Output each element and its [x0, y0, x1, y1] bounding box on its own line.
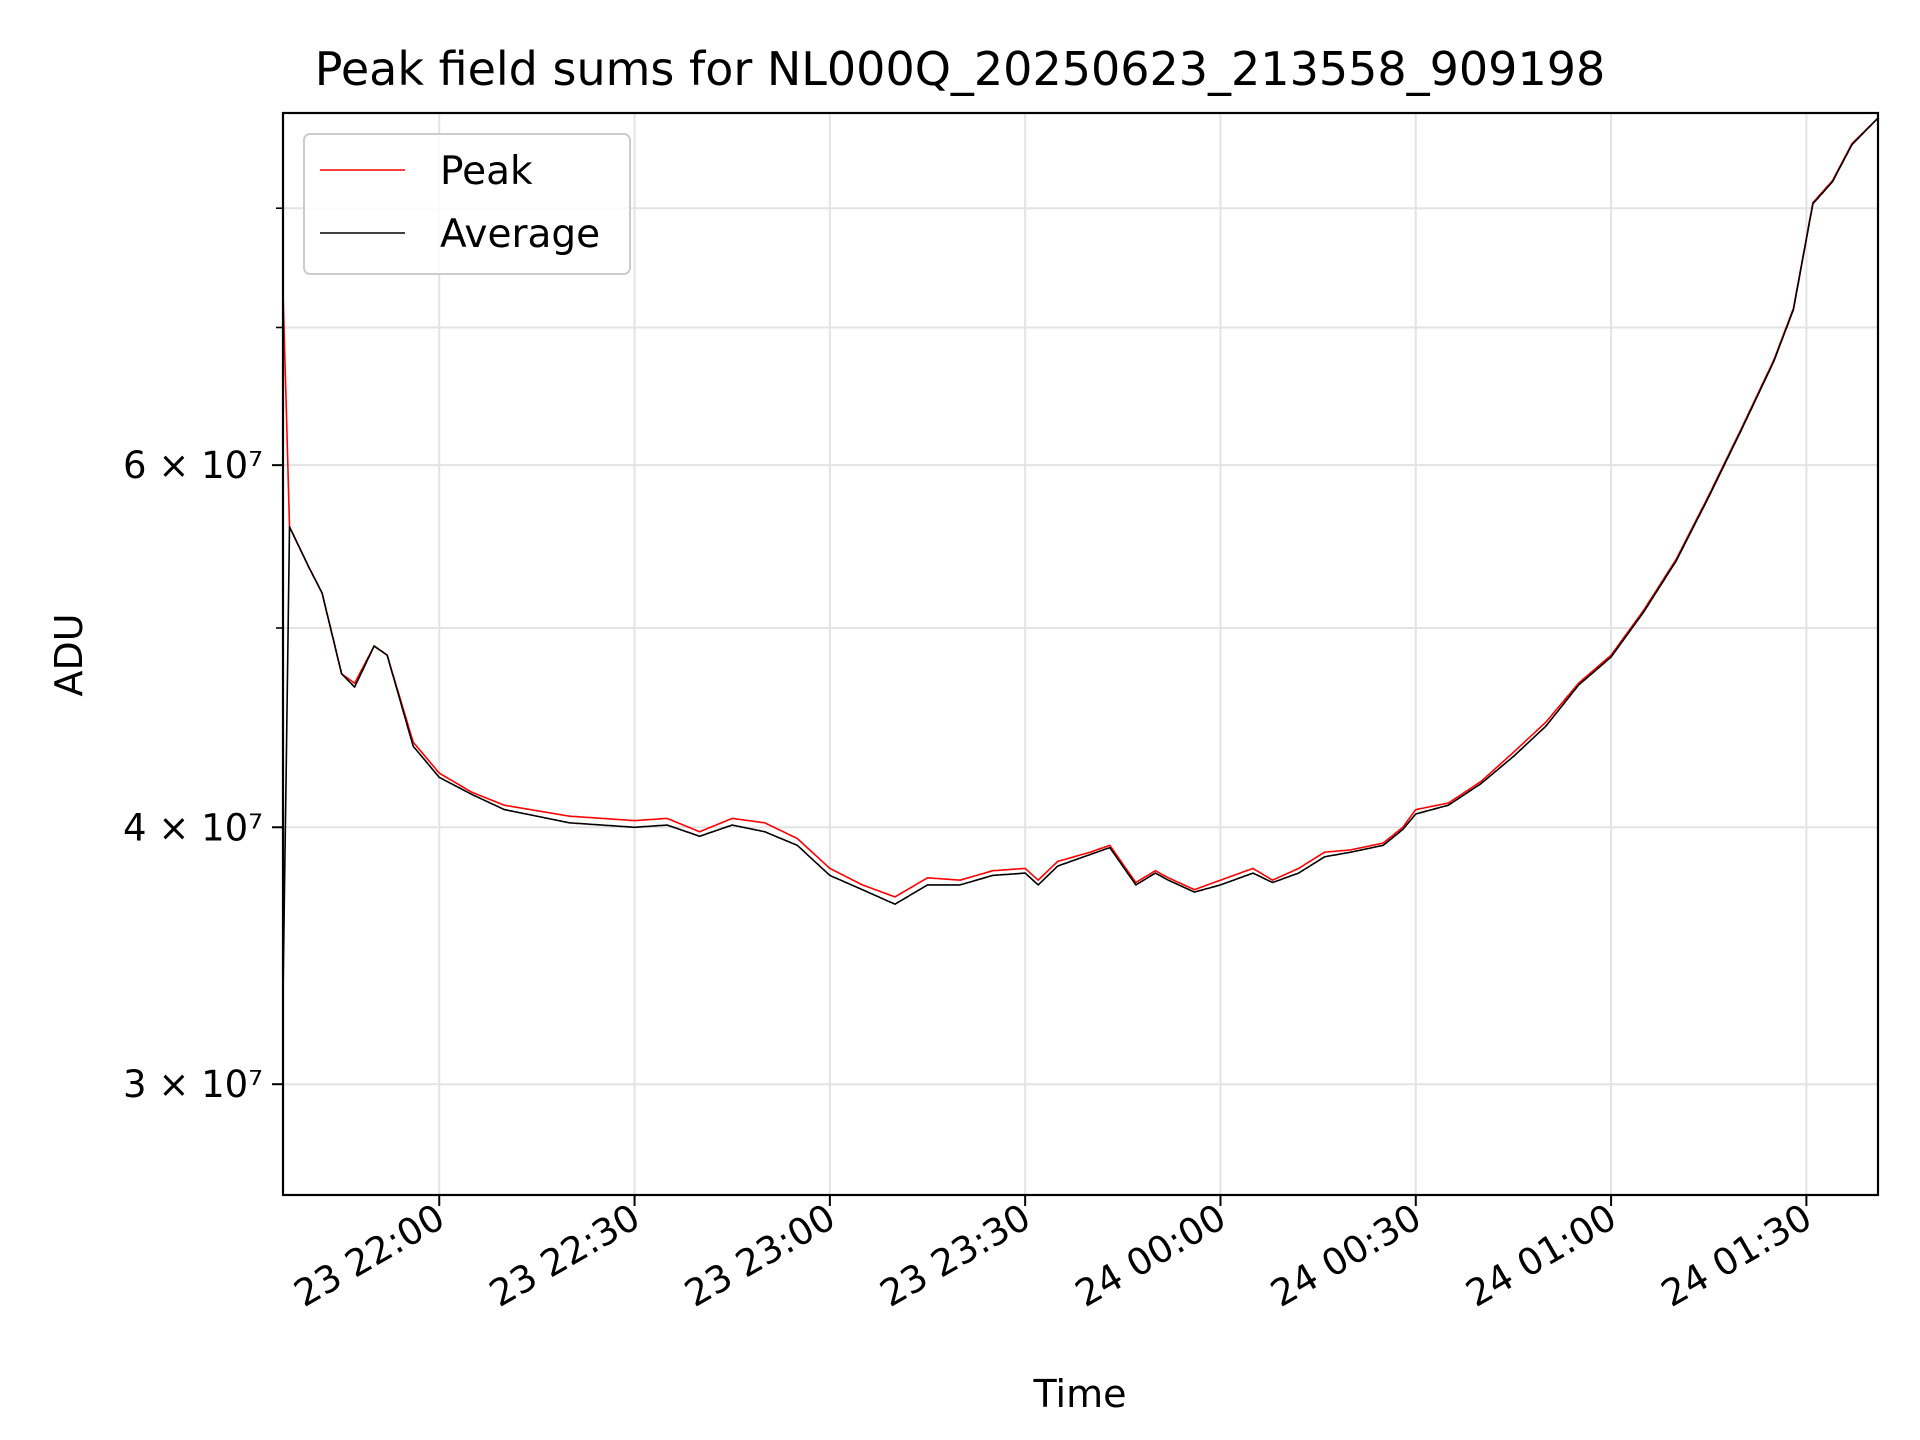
- x-tick-label: 24 01:30: [1654, 1196, 1819, 1316]
- x-tick-label: 23 22:00: [287, 1196, 452, 1316]
- x-tick-label: 24 00:00: [1068, 1196, 1233, 1316]
- plot-frame: [281, 111, 1880, 1197]
- x-tick-label: 23 22:30: [482, 1196, 647, 1316]
- x-tick-label: 24 00:30: [1263, 1196, 1428, 1316]
- y-tick-label: 6 × 10⁷: [123, 444, 263, 487]
- y-axis-label: ADU: [47, 613, 91, 696]
- x-axis-label: Time: [1033, 1372, 1127, 1416]
- series-line-average: [282, 117, 1879, 1185]
- legend-label-average: Average: [440, 212, 600, 257]
- grid-layer: [283, 113, 1878, 1195]
- legend-label-peak: Peak: [440, 149, 533, 194]
- legend: Peak Average: [303, 133, 631, 275]
- series-layer: [282, 117, 1879, 1185]
- x-tick-label: 23 23:00: [678, 1196, 843, 1316]
- x-tick-label: 23 23:30: [873, 1196, 1038, 1316]
- legend-frame: [303, 133, 631, 275]
- y-tick-label: 4 × 10⁷: [123, 806, 263, 849]
- y-tick-label: 3 × 10⁷: [123, 1063, 263, 1106]
- x-tick-label: 24 01:00: [1459, 1196, 1624, 1316]
- tick-layer: 23 22:00 23 22:30 23 23:00 23 23:30 24 00:00…: [123, 207, 1819, 1316]
- series-line-peak: [282, 117, 1879, 898]
- chart-title: Peak field sums for NL000Q_20250623_2135…: [314, 42, 1606, 96]
